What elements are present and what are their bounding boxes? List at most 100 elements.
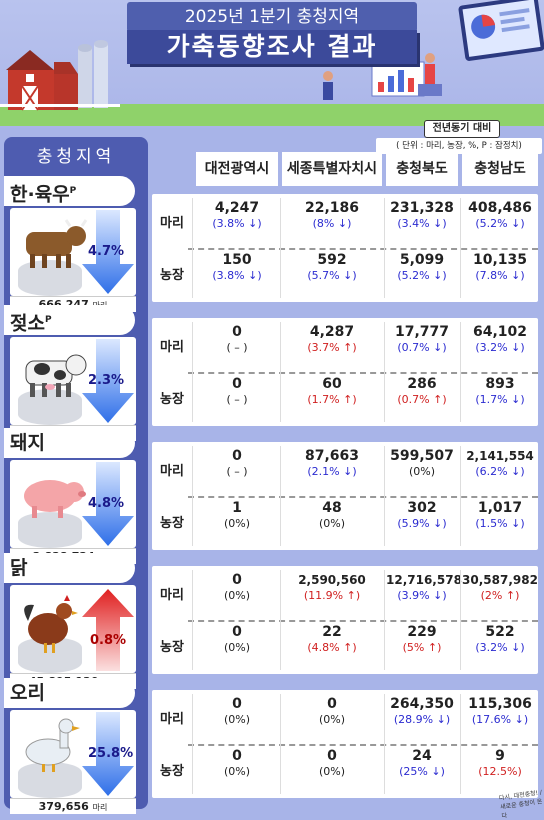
- change-text: (12.5%): [478, 765, 522, 778]
- data-cell: 9 (12.5%): [462, 748, 538, 779]
- cell-change: (0%): [196, 712, 278, 727]
- cell-value: 22,186: [304, 200, 360, 216]
- data-cell: 599,507 (0%): [386, 448, 458, 479]
- cell-value: 87,663: [304, 448, 360, 464]
- cell-value: 229: [407, 624, 437, 640]
- cell-value: 2,590,560: [298, 573, 366, 587]
- column-divider: [460, 198, 461, 298]
- increase-arrow-icon: [80, 587, 136, 673]
- data-block-hanwoo: 마리 4,247 (3.8% ↓) 22,186 (8% ↓) 231,328 (3.4% …: [152, 194, 538, 302]
- change-text: (3.9% ↓): [397, 589, 447, 602]
- data-cell: 592 (5.7% ↓): [282, 252, 382, 283]
- change-text: ( – ): [226, 465, 248, 478]
- cell-change: (8% ↓): [282, 216, 382, 231]
- column-divider: [460, 694, 461, 794]
- cell-change: (2% ↑): [462, 588, 538, 603]
- animal-picture-chicken: 0.8%: [10, 585, 136, 673]
- cell-change: ( – ): [196, 340, 278, 355]
- change-percent: 4.7%: [88, 244, 125, 259]
- change-text: (1.5% ↓): [475, 517, 525, 530]
- change-text: (5.9% ↓): [397, 517, 447, 530]
- cell-change: (3.2% ↓): [462, 340, 538, 355]
- page-title: 가축동향조사 결과: [127, 30, 417, 64]
- change-text: (3.4% ↓): [397, 217, 447, 230]
- change-percent: 25.8%: [88, 746, 134, 761]
- change-text: (0.7% ↓): [397, 341, 447, 354]
- decrease-arrow-icon: [80, 462, 136, 548]
- data-cell: 522 (3.2% ↓): [462, 624, 538, 655]
- cell-value: 264,350: [390, 696, 454, 712]
- animal-picture-duck: 25.8%: [10, 710, 136, 798]
- row-divider: [188, 372, 538, 374]
- animal-label-dairy: 젖소P: [4, 305, 135, 335]
- data-cell: 5,099 (5.2% ↓): [386, 252, 458, 283]
- column-divider: [384, 694, 385, 794]
- provisional-mark: P: [44, 315, 52, 325]
- row-label-farm: 농장: [160, 392, 184, 407]
- barn-illustration: [0, 40, 120, 111]
- row-label-head: 마리: [160, 216, 184, 231]
- row-label-farm: 농장: [160, 764, 184, 779]
- total-value: 379,656: [38, 800, 89, 813]
- data-cell: 0 (0%): [196, 624, 278, 655]
- data-cell: 10,135 (7.8% ↓): [462, 252, 538, 283]
- data-cell: 0 (0%): [282, 696, 382, 727]
- data-cell: 0( – ): [196, 448, 278, 479]
- cell-value: 12,716,578: [386, 573, 462, 587]
- cell-change: (1.5% ↓): [462, 516, 538, 531]
- change-text: (4.8% ↑): [307, 641, 357, 654]
- data-cell: 286 (0.7% ↑): [386, 376, 458, 407]
- duck-icon: [14, 716, 94, 780]
- cell-value: 0: [232, 324, 242, 340]
- data-block-duck: 마리 0 (0%) 0 (0%) 264,350 (28.9% ↓) 115,306 (17.6…: [152, 690, 538, 798]
- cell-value: 231,328: [390, 200, 454, 216]
- dairy-icon: [14, 343, 94, 407]
- grass-ground: [0, 104, 544, 126]
- cell-change: (0%): [282, 516, 382, 531]
- cell-change: ( – ): [196, 464, 278, 479]
- change-text: (2% ↑): [480, 589, 520, 602]
- column-divider: [192, 570, 193, 670]
- data-cell: 87,663 (2.1% ↓): [282, 448, 382, 479]
- animal-name: 젖소: [10, 312, 45, 335]
- change-text: (3.8% ↓): [212, 217, 262, 230]
- cell-change: (4.8% ↑): [282, 640, 382, 655]
- change-text: (3.8% ↓): [212, 269, 262, 282]
- data-cell: 64,102 (3.2% ↓): [462, 324, 538, 355]
- cell-change: (0%): [282, 764, 382, 779]
- column-divider: [280, 694, 281, 794]
- cell-value: 10,135: [472, 252, 528, 268]
- cell-value: 4,287: [309, 324, 355, 340]
- col-header-chungnam: 충청남도: [462, 152, 538, 186]
- cell-change: (5.7% ↓): [282, 268, 382, 283]
- animal-name: 닭: [10, 557, 28, 579]
- change-text: (0%): [318, 517, 346, 530]
- cell-value: 2,141,554: [466, 449, 534, 463]
- cell-value: 0: [232, 624, 242, 640]
- data-cell: 17,777 (0.7% ↓): [386, 324, 458, 355]
- decrease-arrow-icon: [80, 712, 136, 798]
- change-text: (5.2% ↓): [475, 217, 525, 230]
- data-cell: 48 (0%): [282, 500, 382, 531]
- change-percent: 0.8%: [90, 633, 127, 648]
- cell-change: (12.5%): [462, 764, 538, 779]
- decrease-arrow-icon: [80, 339, 136, 425]
- provisional-mark: P: [69, 186, 77, 196]
- change-text: (17.6% ↓): [471, 713, 529, 726]
- change-text: (5% ↑): [402, 641, 442, 654]
- change-text: (2.1% ↓): [307, 465, 357, 478]
- cell-change: (0.7% ↓): [386, 340, 458, 355]
- change-text: ( – ): [226, 393, 248, 406]
- column-divider: [192, 198, 193, 298]
- cell-value: 30,587,982: [462, 573, 538, 587]
- animal-picture-dairy: 2.3%: [10, 337, 136, 425]
- cell-change: ( – ): [196, 392, 278, 407]
- data-cell: 408,486 (5.2% ↓): [462, 200, 538, 231]
- data-cell: 2,141,554 (6.2% ↓): [462, 448, 538, 479]
- row-divider: [188, 620, 538, 622]
- data-cell: 229 (5% ↑): [386, 624, 458, 655]
- column-divider: [384, 446, 385, 546]
- cell-value: 592: [317, 252, 347, 268]
- cell-change: (0%): [196, 588, 278, 603]
- data-block-chicken: 마리 0 (0%) 2,590,560 (11.9% ↑) 12,716,578 (3.9%…: [152, 566, 538, 674]
